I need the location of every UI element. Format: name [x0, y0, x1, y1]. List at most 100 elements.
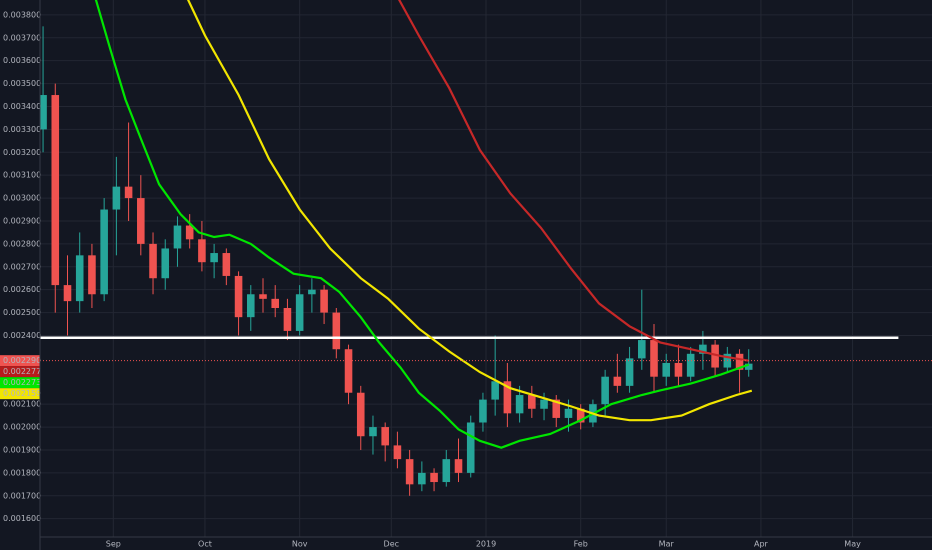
price-label-box — [0, 355, 40, 367]
candle-body — [393, 445, 402, 460]
y-tick-label: 0.002100 — [3, 400, 41, 409]
y-tick-label: 0.002700 — [3, 262, 41, 271]
moving-average-line — [398, 0, 749, 362]
candle-body — [173, 225, 182, 249]
candle-body — [564, 408, 573, 418]
candle-body — [711, 344, 719, 368]
price-label: 0.002277 — [3, 367, 41, 376]
y-tick-label: 0.003200 — [3, 148, 41, 157]
candle-body — [650, 340, 658, 377]
candle-body — [515, 395, 524, 414]
candle-body — [271, 298, 280, 309]
price-label-box — [0, 366, 40, 378]
x-tick-label: Oct — [198, 540, 212, 549]
y-tick-label: 0.003400 — [3, 102, 41, 111]
candle-body — [246, 294, 255, 318]
candle-body — [63, 285, 72, 302]
candle-body — [405, 459, 414, 485]
x-tick-label: Nov — [292, 540, 308, 549]
candle-body — [744, 363, 753, 370]
y-tick-label: 0.003800 — [3, 10, 41, 19]
candle-body — [210, 253, 218, 263]
candle-body — [552, 399, 561, 418]
candle-body — [112, 186, 121, 210]
candle-body — [503, 381, 512, 414]
candle-body — [51, 95, 60, 286]
plot-area — [40, 0, 932, 496]
x-tick-label: Dec — [384, 540, 399, 549]
y-tick-label: 0.002500 — [3, 308, 41, 317]
candle-body — [576, 408, 585, 423]
y-tick-label: 0.002000 — [3, 423, 41, 432]
candle-body — [638, 340, 646, 359]
price-label-box — [0, 388, 40, 400]
y-tick-label: 0.002400 — [3, 331, 41, 340]
candle-body — [466, 422, 475, 473]
candle-body — [308, 289, 316, 295]
x-tick-label: Feb — [574, 540, 588, 549]
candle-body — [198, 239, 206, 263]
candle-body — [161, 248, 170, 279]
y-tick-label: 0.001700 — [3, 491, 41, 500]
candle-body — [491, 381, 499, 400]
price-label: 0.002273 — [3, 378, 41, 387]
y-tick-label: 0.003000 — [3, 194, 41, 203]
candle-body — [332, 312, 341, 350]
y-tick-label: 0.003300 — [3, 125, 41, 134]
candle-body — [40, 95, 47, 130]
candle-body — [75, 255, 84, 302]
price-label-box — [0, 377, 40, 389]
candle-body — [418, 472, 426, 485]
candle-body — [735, 353, 744, 370]
candle-body — [442, 459, 451, 483]
candle-body — [674, 362, 683, 377]
candle-body — [100, 209, 108, 295]
x-tick-label: 2019 — [476, 540, 496, 549]
candle-body — [528, 395, 536, 409]
candle-body — [686, 353, 695, 377]
candle-body — [88, 255, 96, 295]
y-tick-label: 0.001800 — [3, 468, 41, 477]
candle-body — [699, 344, 707, 354]
candle-body — [540, 399, 548, 409]
axes: 0.001600 0.001700 0.001800 0.001900 0.002000… — [0, 10, 861, 549]
y-tick-label: 0.003600 — [3, 56, 41, 65]
moving-average-line — [186, 0, 753, 422]
candle-body — [601, 376, 609, 405]
candle-body — [613, 376, 622, 386]
y-tick-label: 0.002600 — [3, 285, 41, 294]
candle-body — [222, 253, 231, 276]
price-label: 0.002159 — [3, 389, 41, 398]
y-tick-label: 0.002900 — [3, 216, 41, 225]
candle-body — [356, 392, 365, 437]
candle-body — [344, 349, 353, 393]
candle-body — [625, 358, 634, 386]
candle-body — [137, 198, 145, 244]
candle-body — [149, 243, 157, 279]
y-tick-label: 0.003100 — [3, 171, 41, 180]
y-tick-label: 0.003500 — [3, 79, 41, 88]
moving-average-line — [94, 0, 750, 449]
candle-body — [479, 399, 487, 423]
y-tick-label: 0.003700 — [3, 33, 41, 42]
candle-body — [662, 362, 671, 377]
candle-body — [295, 294, 304, 331]
candle-body — [430, 472, 438, 483]
price-label: 0.002290 — [3, 356, 41, 365]
candle-body — [234, 275, 243, 318]
x-tick-label: Sep — [106, 540, 121, 549]
x-tick-label: Mar — [659, 540, 675, 549]
y-tick-label: 0.001900 — [3, 445, 41, 454]
candle-body — [283, 308, 292, 331]
candle-body — [124, 186, 133, 199]
candle-body — [185, 225, 194, 240]
candle-body — [259, 294, 267, 299]
y-tick-label: 0.001600 — [3, 514, 41, 523]
candle-body — [369, 427, 377, 437]
x-tick-label: May — [844, 540, 861, 549]
candle-body — [454, 459, 463, 473]
y-tick-label: 0.002800 — [3, 239, 41, 248]
candle-body — [320, 289, 328, 313]
